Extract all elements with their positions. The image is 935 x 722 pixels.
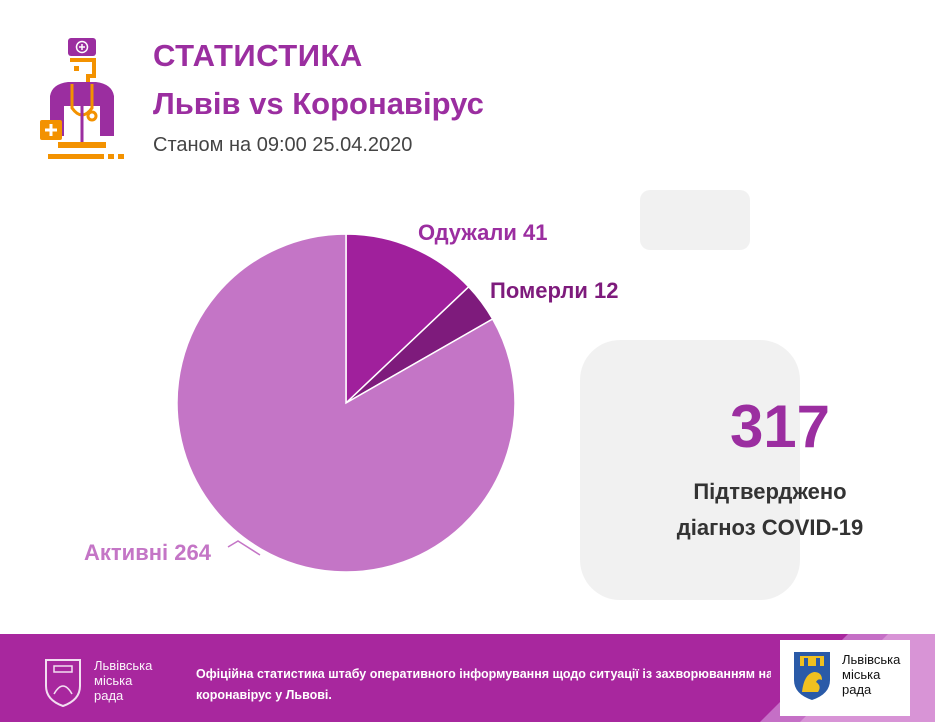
card-org-name: Львівська міська рада <box>842 652 901 697</box>
caption-line-1: Підтверджено <box>693 479 847 504</box>
active-leader-line <box>227 540 261 556</box>
page-title: СТАТИСТИКА <box>153 38 363 73</box>
footer-bar: Львівська міська рада Офіційна статистик… <box>0 634 935 722</box>
pie-slices <box>176 233 516 573</box>
slice-label-active: Активні 264 <box>84 540 212 565</box>
page-subtitle: Львів vs Коронавірус <box>153 86 484 121</box>
footer-org-name: Львівська міська рада <box>94 658 153 703</box>
slice-label-recovered: Одужали 41 <box>418 220 548 245</box>
lion-coat-of-arms-icon <box>794 652 830 700</box>
caption-line-2: діагноз COVID-19 <box>676 515 864 540</box>
slice-label-died: Померли 12 <box>490 278 618 303</box>
as-of-date: Станом на 09:00 25.04.2020 <box>153 134 413 156</box>
total-confirmed-number: 317 <box>729 393 831 460</box>
footer-disclaimer: Офіційна статистика штабу оперативного і… <box>196 667 771 702</box>
doctor-icon <box>40 38 124 159</box>
total-confirmed-caption: Підтверджено діагноз COVID-19 <box>660 474 880 546</box>
doctor-watermark-icon <box>580 190 800 600</box>
city-emblem-icon <box>45 659 81 708</box>
slice-active <box>176 233 516 573</box>
slice-recovered <box>345 233 470 405</box>
city-council-card: Львівська міська рада <box>780 640 910 716</box>
